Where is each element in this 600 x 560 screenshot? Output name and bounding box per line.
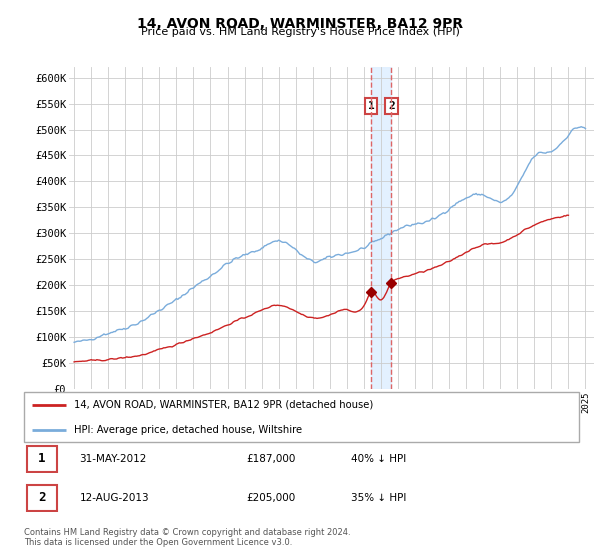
Text: 12-AUG-2013: 12-AUG-2013 bbox=[79, 493, 149, 503]
Text: 2: 2 bbox=[388, 101, 395, 111]
FancyBboxPatch shape bbox=[24, 392, 579, 442]
Text: 40% ↓ HPI: 40% ↓ HPI bbox=[352, 454, 407, 464]
Text: Price paid vs. HM Land Registry's House Price Index (HPI): Price paid vs. HM Land Registry's House … bbox=[140, 27, 460, 37]
Text: Contains HM Land Registry data © Crown copyright and database right 2024.
This d: Contains HM Land Registry data © Crown c… bbox=[24, 528, 350, 547]
Text: 14, AVON ROAD, WARMINSTER, BA12 9PR: 14, AVON ROAD, WARMINSTER, BA12 9PR bbox=[137, 17, 463, 31]
Text: HPI: Average price, detached house, Wiltshire: HPI: Average price, detached house, Wilt… bbox=[74, 425, 302, 435]
Text: 35% ↓ HPI: 35% ↓ HPI bbox=[352, 493, 407, 503]
FancyBboxPatch shape bbox=[27, 446, 58, 472]
Text: 2: 2 bbox=[38, 491, 46, 505]
Bar bbox=[371, 67, 391, 389]
Text: £187,000: £187,000 bbox=[246, 454, 295, 464]
Text: 14, AVON ROAD, WARMINSTER, BA12 9PR (detached house): 14, AVON ROAD, WARMINSTER, BA12 9PR (det… bbox=[74, 400, 373, 409]
Text: 1: 1 bbox=[368, 101, 374, 111]
FancyBboxPatch shape bbox=[27, 485, 58, 511]
Text: 1: 1 bbox=[38, 452, 46, 465]
Text: £205,000: £205,000 bbox=[246, 493, 295, 503]
Text: 31-MAY-2012: 31-MAY-2012 bbox=[79, 454, 147, 464]
